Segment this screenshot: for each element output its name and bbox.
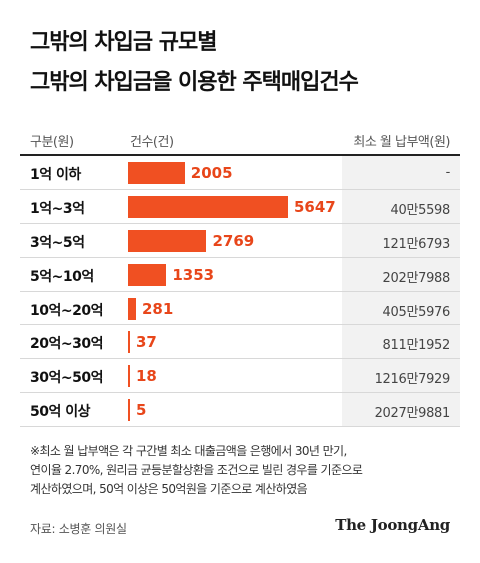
value-label: 5 [136,401,147,420]
bar [128,331,130,354]
value-label: 5647 [294,197,336,216]
bar [128,229,207,252]
table-row: 5억~10억 1353 202만7988 [20,258,460,292]
table-row: 20억~30억 37 811만1952 [20,325,460,360]
publisher-logo: The JoongAng [335,516,450,534]
footnote-line-2: 연이율 2.70%, 원리금 균등분할상환을 조건으로 빌린 경우를 기준으로 [30,463,363,477]
min-payment-value: 202만7988 [382,270,451,286]
bar [128,365,130,388]
bar [128,399,130,422]
header-payment: 최소 월 납부액(원) [353,135,450,150]
min-payment-value: 2027만9881 [374,406,451,422]
bar [128,263,167,286]
value-label: 281 [141,299,174,318]
value-label: 2005 [190,164,233,182]
category-label: 10억~20억 [30,302,103,319]
min-payment-value: - [445,165,451,180]
value-label: 2769 [212,231,255,250]
payment-column-background [342,156,460,427]
min-payment-value: 40만5598 [390,202,451,218]
category-label: 30억~50억 [30,370,103,387]
min-payment-value: 1216만7929 [374,372,451,388]
value-label: 37 [136,333,157,352]
table-row: 3억~5억 2769 121만6793 [20,224,460,258]
min-payment-value: 405만5976 [382,304,451,320]
table-row: 30억~50억 18 1216만7929 [20,359,460,394]
table-row: 50억 이상 5 2027만9881 [20,393,460,427]
bar [128,297,136,320]
table-top-rule [20,154,460,156]
header-count: 건수(건) [130,135,174,150]
header-category: 구분(원) [30,135,74,150]
value-label: 1353 [172,265,215,284]
table-row: 1억 이하 2005 - [20,156,460,190]
source-note: 자료: 소병훈 의원실 [30,522,127,536]
chart-title: 그밖의 차입금 규모별 [30,30,217,55]
bar [128,162,185,184]
category-label: 50억 이상 [30,404,91,421]
category-label: 1억~3억 [30,200,85,217]
bar-table: 1억 이하 2005 - 1억~3억 5647 40만5598 3억~5억 2769 121만6… [20,156,460,427]
value-label: 18 [136,367,157,386]
category-label: 1억 이하 [30,167,81,183]
chart-subtitle: 그밖의 차입금을 이용한 주택매입건수 [30,70,359,95]
table-row: 10억~20억 281 405만5976 [20,292,460,326]
category-label: 20억~30억 [30,336,103,353]
category-label: 3억~5억 [30,234,85,251]
category-label: 5억~10억 [30,268,94,285]
table-row: 1억~3억 5647 40만5598 [20,190,460,224]
bar [128,195,288,218]
min-payment-value: 811만1952 [382,338,451,354]
footnote-line-3: 계산하였으며, 50억 이상은 50억원을 기준으로 계산하였음 [30,482,308,496]
min-payment-value: 121만6793 [382,236,451,252]
footnote-line-1: ※최소 월 납부액은 각 구간별 최소 대출금액을 은행에서 30년 만기, [30,444,347,458]
